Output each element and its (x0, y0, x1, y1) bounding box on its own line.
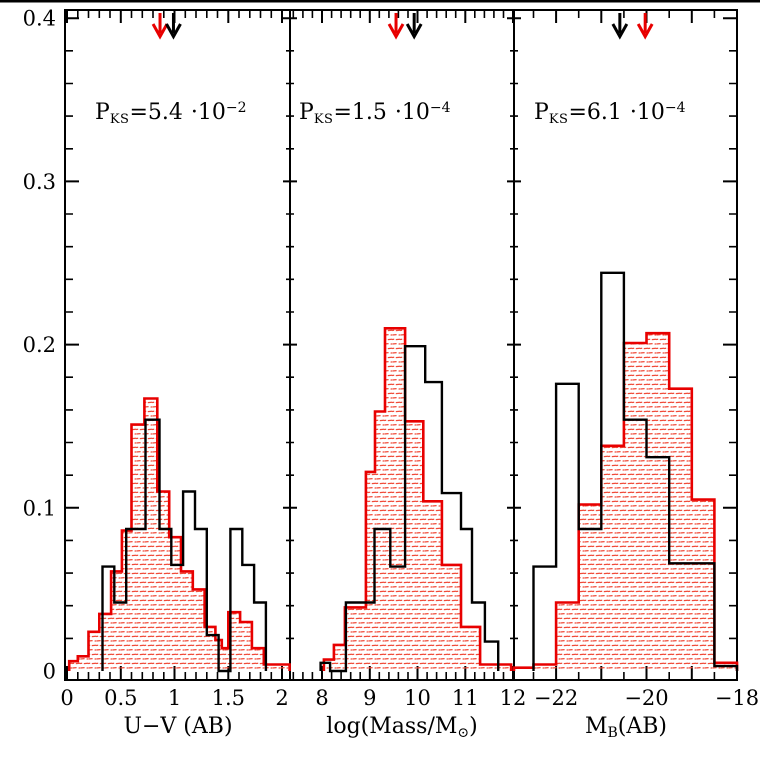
x-tick-label: 1.5 (212, 686, 245, 710)
y-tick-label: 0.2 (23, 333, 56, 357)
x-axis-title-uv: U−V (AB) (58, 714, 298, 741)
x-tick-label: 10 (404, 686, 431, 710)
x-axis-title-mass: log(Mass/M⊙) (282, 714, 522, 741)
title-text: U−V (AB) (123, 714, 233, 739)
median-arrows-log-mass (387, 13, 423, 40)
red-histogram-fill-log-mass (323, 328, 512, 671)
black-histogram-outline-uv-color (101, 418, 268, 673)
x-tick-label: −20 (624, 686, 668, 710)
pks-subscript: KS (109, 112, 130, 127)
y-tick-label: 0.4 (23, 7, 56, 31)
panel-uv-color (67, 397, 291, 673)
pks-mantissa: ·10 (190, 100, 226, 125)
black-histogram-outline-mb-magnitude (532, 271, 739, 671)
ks-probability-label-mb: PKS=6.1 ·10−4 (534, 100, 686, 127)
y-tick-label: 0.1 (23, 496, 56, 520)
red-histogram-fill-mb-magnitude (514, 333, 737, 671)
median-arrows-mb-magnitude (611, 13, 654, 40)
title-text: ) (469, 714, 478, 739)
panel-mb-magnitude (512, 271, 739, 671)
y-tick-label: 0 (43, 660, 56, 684)
x-tick-label: 0.5 (104, 686, 137, 710)
title-text: M (584, 714, 608, 739)
title-text: log(Mass/M (326, 714, 458, 739)
x-tick-label: 1 (168, 686, 181, 710)
title-text: (AB) (617, 714, 668, 739)
red-histogram-outline-uv-color (67, 397, 291, 671)
panel-log-mass (319, 327, 513, 673)
x-tick-label: 11 (452, 686, 479, 710)
red-histogram-outline-log-mass (322, 327, 513, 671)
x-tick-label: 9 (363, 686, 376, 710)
pks-mantissa: ·10 (629, 100, 665, 125)
pks-mantissa: ·10 (394, 100, 430, 125)
x-tick-label: 2 (275, 686, 288, 710)
pks-base: P (299, 100, 314, 125)
ks-probability-label-mass: PKS=1.5 ·10−4 (299, 100, 451, 127)
plot-frame (64, 9, 738, 681)
x-tick-label: 8 (315, 686, 328, 710)
pks-value: =1.5 (333, 100, 387, 125)
y-tick-label: 0.3 (23, 170, 56, 194)
x-tick-label: 12 (500, 686, 527, 710)
x-axis-title-mb: MB(AB) (506, 714, 746, 741)
pks-exponent: −4 (664, 100, 686, 116)
x-tick-label: 0 (60, 686, 73, 710)
pks-subscript: KS (313, 112, 334, 127)
top-rule-line (0, 0, 760, 3)
pks-base: P (95, 100, 110, 125)
black-histogram-outline-log-mass (319, 345, 500, 673)
pks-base: P (534, 100, 549, 125)
title-subscript: B (607, 725, 618, 741)
pks-subscript: KS (548, 112, 569, 127)
pks-exponent: −2 (225, 100, 247, 116)
pks-exponent: −4 (429, 100, 451, 116)
axes-frame (64, 9, 738, 681)
ks-probability-label-uv: PKS=5.4 ·10−2 (95, 100, 247, 127)
x-tick-label: −22 (534, 686, 578, 710)
tick-labels: 0 0.5 1 1.5 2 8 9 10 11 12 −22 −20 −18 0 0.1 0.2 0.3 0.4 (23, 7, 760, 710)
pks-value: =6.1 (568, 100, 622, 125)
x-tick-label: −18 (715, 686, 759, 710)
sun-symbol-subscript: ⊙ (457, 725, 470, 741)
pks-value: =5.4 (129, 100, 183, 125)
median-arrows-uv-color (151, 13, 182, 40)
